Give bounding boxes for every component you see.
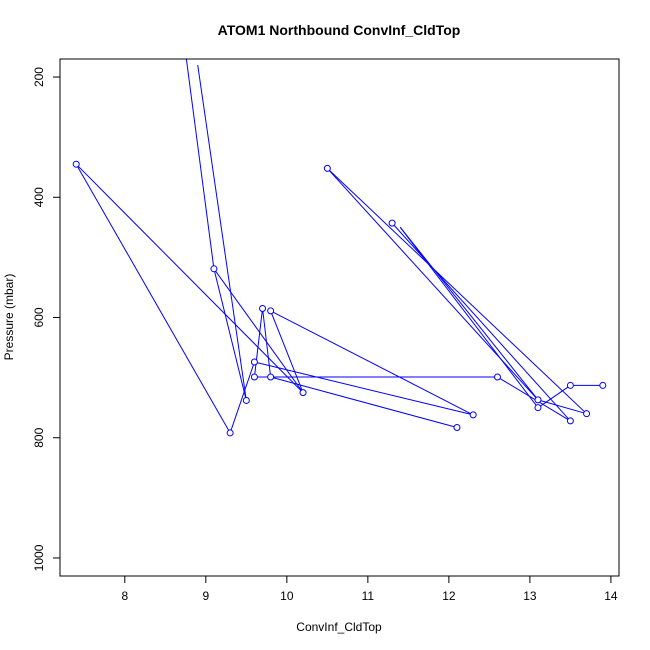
data-point-marker xyxy=(259,304,267,312)
data-point-marker xyxy=(267,373,275,381)
line-segment xyxy=(185,59,215,269)
data-point-marker xyxy=(323,164,331,172)
plot-frame xyxy=(59,58,620,577)
line-segment xyxy=(213,268,247,401)
line-segment xyxy=(253,308,264,378)
line-segment xyxy=(497,376,571,422)
x-axis-label: ConvInf_CldTop xyxy=(296,620,382,634)
line-segment xyxy=(213,268,304,393)
line-segment xyxy=(254,361,474,416)
x-tick-label: 13 xyxy=(523,589,537,603)
data-point-marker xyxy=(72,160,80,168)
data-point-marker xyxy=(226,429,234,437)
line-segment xyxy=(537,385,571,409)
data-point-marker xyxy=(250,373,258,381)
line-segment xyxy=(262,308,272,378)
line-segment xyxy=(197,64,247,401)
line-segment xyxy=(75,163,304,393)
line-segment xyxy=(327,168,587,415)
data-point-marker xyxy=(534,396,542,404)
data-point-marker xyxy=(453,424,461,432)
data-lines xyxy=(75,59,603,434)
data-point-marker xyxy=(267,307,275,315)
x-tick-label: 10 xyxy=(280,589,294,603)
x-tick-label: 14 xyxy=(604,589,618,603)
x-tick-label: 12 xyxy=(442,589,456,603)
data-point-marker xyxy=(299,389,307,397)
data-point-marker xyxy=(242,396,250,404)
y-tick-label: 1000 xyxy=(32,544,46,571)
line-segment xyxy=(270,376,458,428)
line-segment xyxy=(270,310,304,393)
y-tick-label: 200 xyxy=(32,67,46,87)
x-tick-label: 11 xyxy=(362,589,375,603)
data-point-marker xyxy=(388,219,396,227)
line-segment xyxy=(75,163,231,434)
y-axis-label: Pressure (mbar) xyxy=(2,274,16,361)
data-point-marker xyxy=(583,410,591,418)
data-markers xyxy=(72,160,607,437)
data-point-marker xyxy=(493,373,501,381)
data-point-marker xyxy=(250,358,258,366)
y-tick-label: 800 xyxy=(32,427,46,447)
line-segment xyxy=(270,310,474,416)
data-point-marker xyxy=(210,265,218,273)
data-point-marker xyxy=(566,381,574,389)
line-segment xyxy=(229,361,255,434)
data-point-marker xyxy=(469,411,477,419)
chart-title: ATOM1 Northbound ConvInf_CldTop xyxy=(218,22,461,38)
line-segment xyxy=(399,227,539,401)
data-point-marker xyxy=(534,404,542,412)
y-tick-label: 400 xyxy=(32,187,46,207)
y-tick-label: 600 xyxy=(32,307,46,327)
data-point-marker xyxy=(566,417,574,425)
x-tick-label: 9 xyxy=(202,589,209,603)
data-point-marker xyxy=(599,381,607,389)
x-tick-label: 8 xyxy=(121,589,128,603)
line-segment xyxy=(399,227,539,408)
